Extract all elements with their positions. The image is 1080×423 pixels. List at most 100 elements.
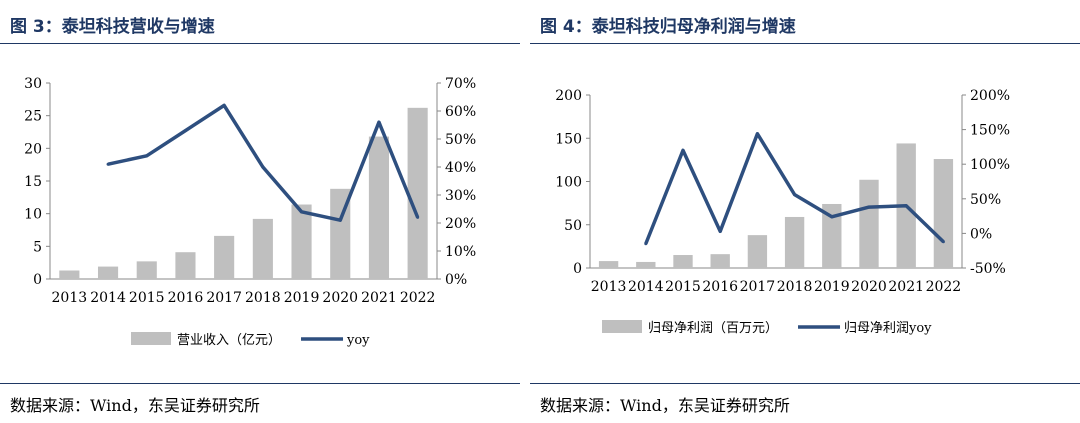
source-note: 数据来源：Wind，东吴证券研究所 bbox=[10, 396, 260, 415]
bar bbox=[933, 159, 954, 268]
x-tick-label: 2014 bbox=[628, 279, 664, 295]
figure-title: 图 4：泰坦科技归母净利润与增速 bbox=[540, 17, 796, 37]
left-tick-label: 25 bbox=[24, 109, 42, 125]
yoy-point bbox=[904, 204, 908, 208]
x-tick-label: 2020 bbox=[322, 290, 358, 306]
right-tick-label: 40% bbox=[445, 160, 476, 176]
x-tick-label: 2013 bbox=[591, 279, 627, 295]
bar bbox=[368, 136, 390, 279]
yoy-point bbox=[222, 103, 226, 107]
x-tick-label: 2021 bbox=[888, 279, 924, 295]
x-tick-label: 2016 bbox=[702, 279, 738, 295]
bar bbox=[822, 203, 842, 268]
right-tick-label: 0% bbox=[445, 272, 467, 288]
x-tick-label: 2021 bbox=[361, 290, 397, 306]
left-tick-label: 30 bbox=[24, 76, 42, 92]
yoy-point bbox=[941, 240, 945, 244]
yoy-point bbox=[793, 193, 797, 197]
legend-line-label: 归母净利润yoy bbox=[844, 321, 932, 336]
bar bbox=[136, 261, 157, 279]
left-tick-label: 50 bbox=[564, 218, 582, 234]
legend-bar-label: 营业收入（亿元） bbox=[177, 333, 281, 348]
yoy-point bbox=[718, 229, 722, 233]
x-tick-label: 2018 bbox=[245, 290, 281, 306]
x-tick-label: 2014 bbox=[90, 290, 126, 306]
bar bbox=[407, 107, 428, 280]
bar bbox=[97, 266, 119, 279]
right-tick-label: 50% bbox=[445, 132, 476, 148]
bar bbox=[710, 254, 730, 268]
yoy-point bbox=[145, 154, 149, 158]
right-tick-label: 50% bbox=[970, 192, 1001, 208]
yoy-point bbox=[300, 210, 304, 214]
title-rule bbox=[530, 43, 1080, 44]
bar bbox=[673, 255, 693, 268]
x-tick-label: 2019 bbox=[284, 290, 320, 306]
source-rule bbox=[530, 383, 1080, 384]
yoy-point bbox=[681, 148, 685, 152]
title-rule bbox=[0, 43, 520, 44]
figure-title: 图 3：泰坦科技营收与增速 bbox=[10, 17, 215, 37]
bar bbox=[636, 261, 656, 268]
x-tick-label: 2017 bbox=[740, 279, 776, 295]
x-tick-label: 2019 bbox=[814, 279, 850, 295]
yoy-point bbox=[644, 242, 648, 246]
x-tick-label: 2015 bbox=[665, 279, 701, 295]
yoy-point bbox=[416, 215, 420, 219]
right-tick-label: 100% bbox=[970, 157, 1010, 173]
figure-3-panel: 图 3：泰坦科技营收与增速 0 5 10 15 20 25 30 0% 10% 20% 30% 40%… bbox=[0, 0, 520, 423]
figure-4-panel: 图 4：泰坦科技归母净利润与增速 0 50 100 150 200 -50% 0% 50% 10… bbox=[530, 0, 1080, 423]
right-tick-label: 30% bbox=[445, 188, 476, 204]
left-tick-label: 150 bbox=[555, 131, 582, 147]
x-tick-label: 2017 bbox=[206, 290, 242, 306]
left-tick-label: 15 bbox=[24, 174, 42, 190]
source-rule bbox=[0, 383, 520, 384]
x-tick-label: 2020 bbox=[851, 279, 887, 295]
yoy-point bbox=[867, 205, 871, 209]
yoy-point bbox=[830, 215, 834, 219]
right-tick-label: 60% bbox=[445, 104, 476, 120]
bar bbox=[59, 270, 80, 279]
bar bbox=[784, 216, 805, 268]
bar bbox=[747, 235, 768, 268]
legend-bar-label: 归母净利润（百万元） bbox=[648, 321, 778, 336]
legend-line-label: yoy bbox=[346, 333, 370, 348]
right-tick-label: 10% bbox=[445, 244, 476, 260]
yoy-point bbox=[261, 165, 265, 169]
bar bbox=[214, 235, 235, 279]
x-tick-label: 2018 bbox=[777, 279, 813, 295]
yoy-point bbox=[183, 129, 187, 133]
x-tick-label: 2013 bbox=[52, 290, 88, 306]
x-tick-label: 2015 bbox=[129, 290, 165, 306]
right-tick-label: 0% bbox=[970, 226, 992, 242]
bar bbox=[175, 252, 196, 279]
left-tick-label: 10 bbox=[24, 207, 42, 223]
right-tick-label: 200% bbox=[970, 88, 1010, 104]
x-tick-label: 2022 bbox=[400, 290, 436, 306]
left-tick-label: 0 bbox=[573, 261, 582, 277]
yoy-point bbox=[106, 162, 110, 166]
yoy-point bbox=[755, 132, 759, 136]
left-tick-label: 5 bbox=[33, 239, 42, 255]
x-tick-label: 2022 bbox=[926, 279, 962, 295]
legend-bar-swatch bbox=[602, 320, 642, 333]
right-tick-label: 150% bbox=[970, 123, 1010, 139]
bar bbox=[598, 261, 619, 268]
left-tick-label: 20 bbox=[24, 141, 42, 157]
right-tick-label: 20% bbox=[445, 216, 476, 232]
right-tick-label: -50% bbox=[970, 261, 1006, 277]
bar bbox=[859, 179, 879, 268]
left-tick-label: 100 bbox=[555, 175, 582, 191]
bar bbox=[291, 204, 312, 279]
left-tick-label: 200 bbox=[555, 88, 582, 104]
left-tick-label: 0 bbox=[33, 272, 42, 288]
right-tick-label: 70% bbox=[445, 76, 476, 92]
yoy-point bbox=[338, 218, 342, 222]
x-tick-label: 2016 bbox=[168, 290, 204, 306]
legend-bar-swatch bbox=[131, 332, 171, 345]
yoy-point bbox=[377, 120, 381, 124]
bar bbox=[252, 218, 273, 279]
source-note: 数据来源：Wind，东吴证券研究所 bbox=[540, 396, 790, 415]
